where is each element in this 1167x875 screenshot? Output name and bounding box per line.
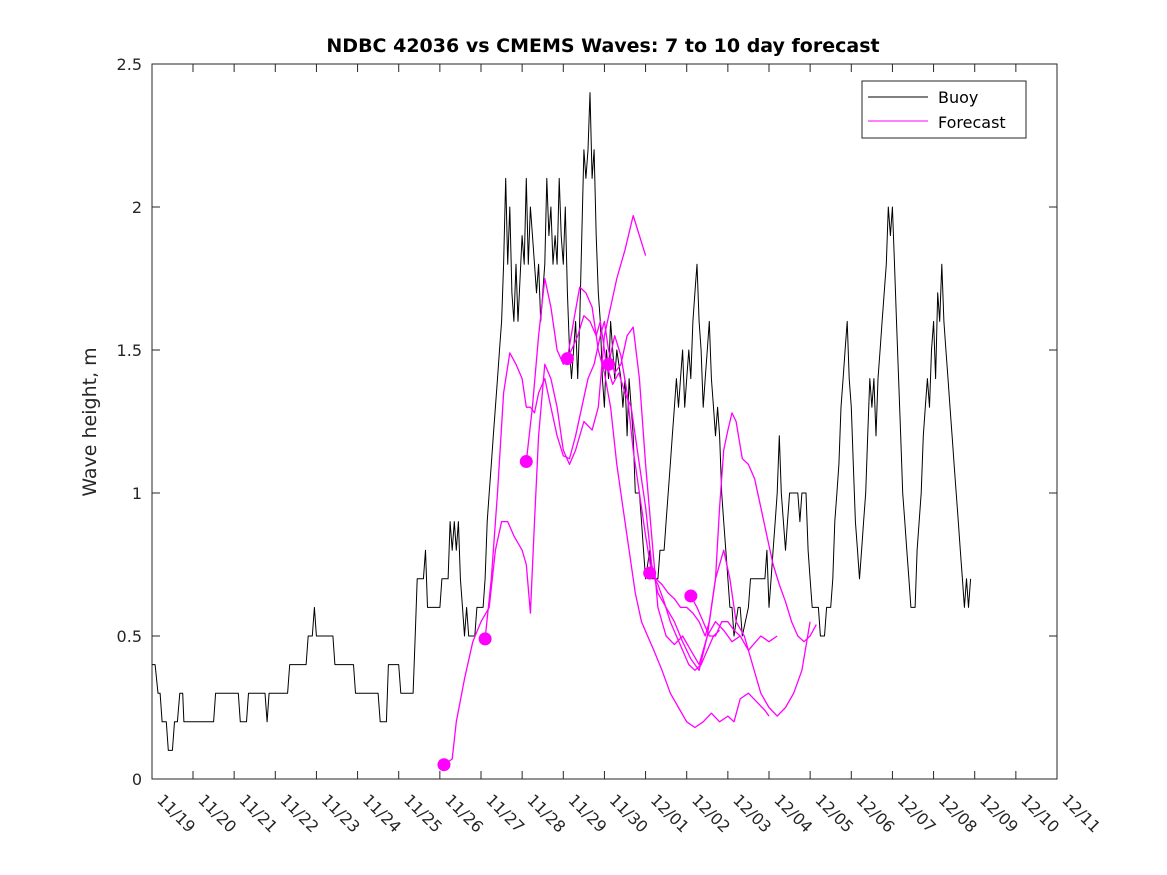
forecast-start-point bbox=[560, 352, 574, 366]
x-tick-label: 12/07 bbox=[894, 790, 940, 836]
forecast-series-line-4 bbox=[566, 286, 770, 729]
x-tick-label: 12/10 bbox=[1017, 790, 1063, 836]
x-tick-label: 12/04 bbox=[770, 790, 816, 836]
forecast-start-point bbox=[519, 455, 533, 469]
x-tick-label: 11/30 bbox=[606, 790, 652, 836]
legend-forecast-label: Forecast bbox=[938, 113, 1006, 132]
x-tick-label: 11/24 bbox=[359, 790, 405, 836]
x-tick-label: 12/03 bbox=[729, 790, 775, 836]
x-tick-label: 11/25 bbox=[400, 790, 446, 836]
marker-layer bbox=[437, 352, 698, 772]
x-tick-label: 11/20 bbox=[194, 790, 240, 836]
forecast-series-line-6 bbox=[649, 412, 817, 643]
y-tick-label: 1 bbox=[132, 484, 142, 503]
buoy-series-line bbox=[151, 92, 972, 751]
forecast-start-point bbox=[478, 632, 492, 646]
x-tick-label: 12/09 bbox=[976, 790, 1022, 836]
x-tick-label: 11/21 bbox=[235, 790, 281, 836]
forecast-start-point bbox=[437, 758, 451, 772]
y-tick-label: 2.5 bbox=[117, 55, 142, 74]
forecast-start-point bbox=[684, 589, 698, 603]
x-tick-label: 12/05 bbox=[811, 790, 857, 836]
x-tick-label: 12/06 bbox=[853, 790, 899, 836]
x-tick-label: 12/01 bbox=[647, 790, 693, 836]
y-tick-label: 0 bbox=[132, 770, 142, 789]
x-tick-label: 11/28 bbox=[523, 790, 569, 836]
forecast-series-line-5 bbox=[607, 335, 721, 671]
y-tick-label: 0.5 bbox=[117, 627, 142, 646]
chart-title: NDBC 42036 vs CMEMS Waves: 7 to 10 day f… bbox=[326, 35, 879, 57]
x-tick-label: 11/26 bbox=[441, 790, 487, 836]
plot-area bbox=[151, 63, 1058, 780]
legend-buoy-label: Buoy bbox=[938, 88, 978, 107]
forecast-series-line-7 bbox=[690, 595, 741, 637]
x-tick-label: 11/19 bbox=[153, 790, 199, 836]
y-axis-label: Wave height, m bbox=[79, 347, 101, 496]
x-tick-label: 11/29 bbox=[565, 790, 611, 836]
y-tick-label: 1.5 bbox=[117, 341, 142, 360]
y-tick-label: 2 bbox=[132, 198, 142, 217]
x-tick-label: 11/23 bbox=[318, 790, 364, 836]
legend-box bbox=[861, 80, 1027, 139]
x-tick-label: 11/22 bbox=[277, 790, 323, 836]
legend: Buoy Forecast bbox=[861, 80, 1027, 139]
forecast-start-point bbox=[643, 566, 657, 580]
x-tick-label: 12/02 bbox=[688, 790, 734, 836]
forecast-series-line-2 bbox=[484, 320, 778, 666]
forecast-start-point bbox=[602, 357, 616, 371]
forecast-series-line-1 bbox=[443, 214, 647, 766]
x-tick-label: 11/27 bbox=[482, 790, 528, 836]
x-tick-label: 12/11 bbox=[1058, 790, 1104, 836]
x-tick-label: 12/08 bbox=[935, 790, 981, 836]
